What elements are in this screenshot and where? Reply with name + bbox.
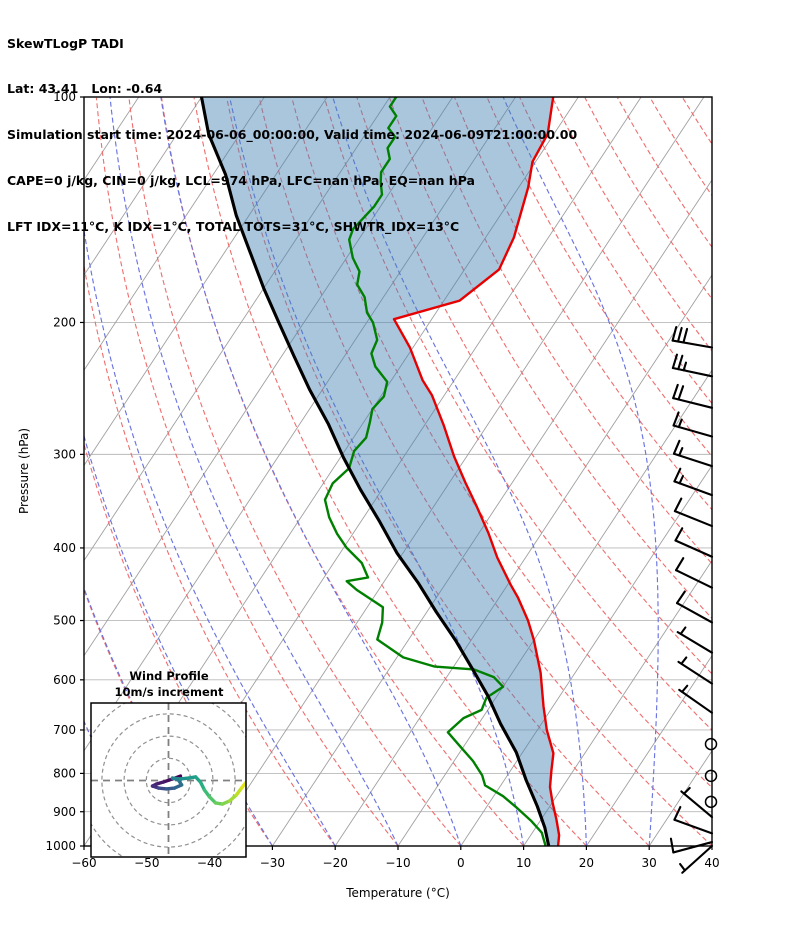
x-tick-label: −40	[197, 856, 222, 870]
hodograph-trace	[150, 774, 246, 806]
y-tick-label: 700	[53, 723, 76, 737]
y-axis-label: Pressure (hPa)	[17, 427, 31, 515]
x-tick-label: −30	[260, 856, 285, 870]
y-tick-label: 500	[53, 614, 76, 628]
hodograph-title: Wind Profile 10m/s increment	[91, 668, 247, 700]
x-tick-label: −10	[385, 856, 410, 870]
dewpoint-line	[323, 97, 547, 846]
y-tick-label: 300	[53, 448, 76, 462]
hodograph-title-line: Wind Profile	[129, 669, 209, 683]
calm-wind-circles	[704, 737, 718, 809]
header-indices-1: CAPE=0 j/kg, CIN=0 j/kg, LCL=974 hPa, LF…	[7, 173, 475, 189]
x-tick-label: 30	[642, 856, 657, 870]
x-tick-label: 20	[579, 856, 594, 870]
y-tick-label: 800	[53, 767, 76, 781]
header-latlon: Lat: 43.41 Lon: -0.64	[7, 81, 163, 97]
parcel-line	[199, 97, 551, 846]
wind-barbs	[669, 325, 714, 874]
x-tick-label: −20	[323, 856, 348, 870]
header-indices-2: LFT IDX=11°C, K IDX=1°C, TOTAL TOTS=31°C…	[7, 219, 460, 235]
temperature-line	[392, 97, 561, 846]
x-tick-label: 10	[516, 856, 531, 870]
y-tick-label: 600	[53, 673, 76, 687]
header-title: SkewTLogP TADI	[7, 35, 124, 51]
x-tick-label: 40	[704, 856, 719, 870]
y-tick-label: 200	[53, 316, 76, 330]
y-tick-label: 900	[53, 805, 76, 819]
hodograph-subtitle-line: 10m/s increment	[114, 685, 224, 699]
cape-cin-shading	[201, 97, 560, 846]
y-tick-label: 1000	[45, 839, 76, 853]
x-tick-label: 0	[457, 856, 465, 870]
header-times: Simulation start time: 2024-06-06_00:00:…	[7, 127, 578, 143]
y-tick-label: 400	[53, 541, 76, 555]
hodograph-inset	[90, 702, 247, 858]
y-tick-label: 100	[53, 90, 76, 104]
x-tick-label: −50	[134, 856, 159, 870]
chart-header: SkewTLogP TADI Lat: 43.41 Lon: -0.64 Sim…	[7, 5, 577, 265]
x-axis-label: Temperature (°C)	[346, 886, 450, 900]
x-tick-label: −60	[71, 856, 96, 870]
